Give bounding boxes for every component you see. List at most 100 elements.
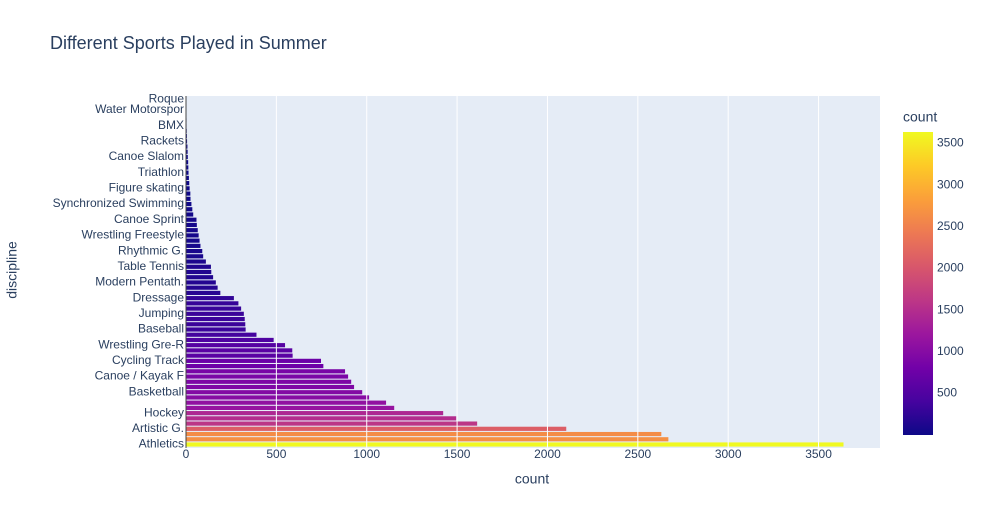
y-tick-label: Jumping bbox=[139, 306, 184, 320]
bar bbox=[186, 374, 349, 379]
x-tick-label: 1500 bbox=[444, 447, 471, 461]
y-tick-label: Water Motorspor bbox=[95, 102, 184, 116]
bar bbox=[186, 144, 188, 149]
y-tick-label: BMX bbox=[158, 118, 184, 132]
plot-area bbox=[186, 96, 880, 448]
bar bbox=[186, 275, 214, 280]
bar bbox=[186, 201, 192, 207]
bar bbox=[186, 332, 257, 337]
bar bbox=[186, 238, 200, 243]
y-axis-title: discipline bbox=[4, 241, 20, 299]
y-tick-label: Dressage bbox=[133, 290, 185, 304]
y-tick-label: Canoe Sprint bbox=[114, 212, 185, 226]
y-tick-label: Baseball bbox=[138, 322, 184, 336]
bar bbox=[186, 264, 211, 269]
colorbar-tick-label: 500 bbox=[937, 386, 957, 400]
colorbar-tick-label: 2500 bbox=[937, 219, 964, 233]
bar bbox=[186, 353, 293, 358]
y-tick-label: Synchronized Swimming bbox=[53, 196, 184, 210]
bar bbox=[186, 285, 218, 290]
bar bbox=[186, 249, 203, 254]
bar bbox=[186, 306, 242, 311]
colorbar-tick-label: 3000 bbox=[937, 177, 964, 191]
y-tick-label: Roque bbox=[149, 92, 185, 106]
bar bbox=[186, 431, 662, 437]
bar bbox=[186, 400, 387, 405]
y-tick-label: Wrestling Freestyle bbox=[82, 228, 185, 242]
y-tick-label: Hockey bbox=[144, 405, 184, 419]
colorbar bbox=[903, 132, 933, 435]
bar bbox=[186, 207, 193, 212]
x-tick-label: 500 bbox=[266, 447, 286, 461]
bar bbox=[186, 411, 444, 416]
bar bbox=[186, 437, 669, 442]
y-tick-label: Triathlon bbox=[138, 165, 184, 179]
bar bbox=[186, 442, 844, 447]
y-tick-label: Athletics bbox=[139, 437, 184, 451]
bar bbox=[186, 390, 363, 395]
y-tick-label: Rackets bbox=[141, 133, 184, 147]
bar bbox=[186, 217, 197, 222]
bar bbox=[186, 149, 188, 154]
x-axis-title: count bbox=[515, 471, 549, 487]
x-tick-label: 1000 bbox=[353, 447, 380, 461]
x-tick-label: 0 bbox=[183, 447, 190, 461]
bar bbox=[186, 426, 567, 431]
y-tick-label: Modern Pentath. bbox=[95, 275, 184, 289]
bar bbox=[186, 405, 395, 410]
colorbar-tick-label: 3500 bbox=[937, 136, 964, 150]
bar bbox=[186, 186, 190, 191]
bar bbox=[186, 154, 188, 160]
y-tick-label: Basketball bbox=[129, 384, 184, 398]
colorbar-tick-label: 2000 bbox=[937, 261, 964, 275]
bar bbox=[186, 196, 191, 201]
bar bbox=[186, 259, 206, 264]
y-tick-label: Wrestling Gre-R bbox=[98, 337, 184, 351]
bar bbox=[186, 416, 457, 421]
bar bbox=[186, 348, 293, 353]
y-tick-label: Figure skating bbox=[109, 181, 184, 195]
bar bbox=[186, 191, 191, 196]
x-tick-label: 2500 bbox=[624, 447, 651, 461]
bar bbox=[186, 395, 370, 400]
bar bbox=[186, 160, 189, 165]
bar bbox=[186, 316, 245, 322]
bar bbox=[186, 296, 234, 301]
bar bbox=[186, 421, 478, 426]
bar bbox=[186, 337, 274, 343]
bar bbox=[186, 233, 199, 238]
bar bbox=[186, 280, 216, 285]
y-tick-label: Canoe / Kayak F bbox=[95, 369, 184, 383]
bar bbox=[186, 364, 324, 369]
bar bbox=[186, 212, 194, 217]
y-tick-label: Artistic G. bbox=[132, 421, 184, 435]
y-tick-label: Table Tennis bbox=[118, 259, 185, 273]
y-tick-label: Canoe Slalom bbox=[109, 149, 184, 163]
bar bbox=[186, 254, 204, 259]
chart-title: Different Sports Played in Summer bbox=[50, 33, 327, 53]
bar bbox=[186, 343, 286, 348]
colorbar-title: count bbox=[903, 109, 937, 125]
colorbar-tick-label: 1500 bbox=[937, 302, 964, 316]
y-tick-label: Cycling Track bbox=[112, 353, 185, 367]
bar bbox=[186, 369, 346, 374]
bar bbox=[186, 228, 198, 233]
bar bbox=[186, 384, 355, 390]
bars bbox=[186, 97, 844, 447]
bar bbox=[186, 311, 244, 316]
x-tick-label: 3500 bbox=[805, 447, 832, 461]
bar bbox=[186, 290, 221, 295]
bar bbox=[186, 181, 190, 186]
bar bbox=[186, 358, 322, 363]
x-tick-label: 3000 bbox=[715, 447, 742, 461]
bar bbox=[186, 175, 189, 180]
bar bbox=[186, 222, 197, 228]
bar bbox=[186, 322, 246, 327]
x-tick-label: 2000 bbox=[534, 447, 561, 461]
bar bbox=[186, 301, 239, 306]
bar bbox=[186, 327, 246, 332]
bar bbox=[186, 243, 201, 248]
bar bbox=[186, 165, 189, 170]
y-tick-label: Rhythmic G. bbox=[118, 243, 184, 257]
